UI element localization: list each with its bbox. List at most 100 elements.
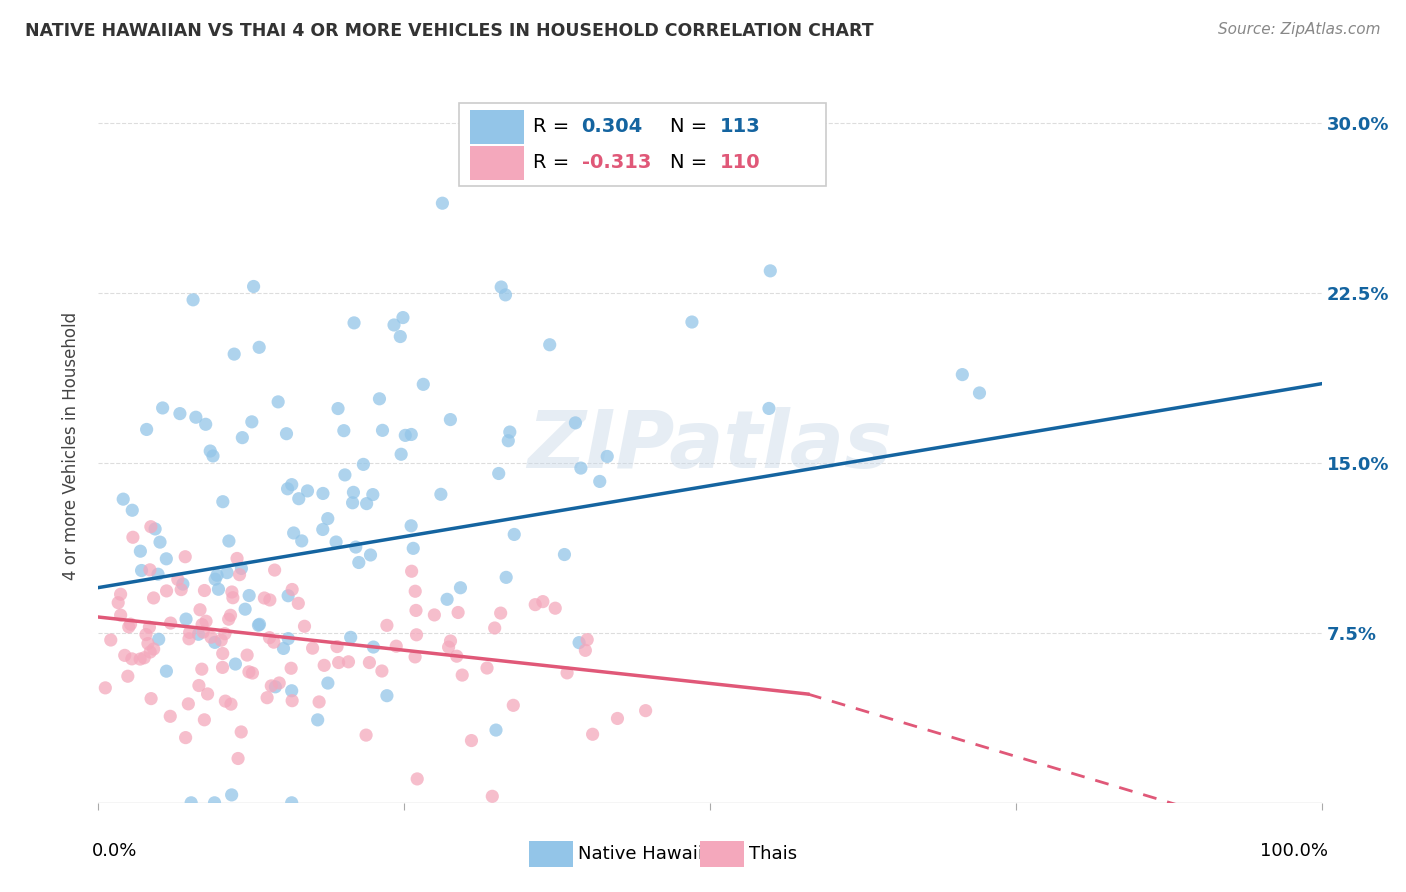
Point [439, 634, 461, 648]
Point [347, 556, 370, 570]
Point [135, 422, 157, 436]
Point [436, 592, 458, 607]
Point [596, 450, 619, 464]
Point [94, 681, 117, 695]
Point [337, 655, 360, 669]
Point [174, 549, 197, 564]
Point [344, 540, 367, 554]
Point [969, 386, 991, 401]
Point [502, 698, 524, 713]
Point [269, 676, 291, 690]
Point [568, 635, 591, 649]
Text: ZIPatlas: ZIPatlas [527, 407, 893, 485]
Point [283, 525, 305, 540]
Point [139, 691, 162, 706]
Point [294, 619, 316, 633]
Point [247, 618, 270, 632]
FancyBboxPatch shape [470, 110, 524, 145]
Point [204, 796, 226, 810]
Point [170, 582, 193, 597]
Point [231, 561, 253, 575]
Point [326, 640, 349, 654]
Point [174, 731, 197, 745]
Point [214, 694, 236, 708]
Point [280, 683, 302, 698]
Point [155, 664, 177, 678]
Point [489, 280, 512, 294]
Point [553, 548, 575, 562]
Point [242, 279, 264, 293]
Point [759, 264, 782, 278]
Point [307, 713, 329, 727]
Point [152, 401, 174, 415]
Point [260, 679, 283, 693]
Point [259, 631, 281, 645]
Point [325, 535, 347, 549]
Point [312, 486, 335, 500]
Point [276, 426, 298, 441]
Point [544, 601, 567, 615]
Point [576, 632, 599, 647]
Point [333, 467, 356, 482]
Point [280, 796, 302, 810]
Point [484, 621, 506, 635]
Point [342, 485, 364, 500]
Point [159, 709, 181, 723]
Point [129, 652, 152, 666]
Point [449, 581, 471, 595]
Point [247, 340, 270, 354]
Point [412, 377, 434, 392]
Point [277, 482, 299, 496]
Point [297, 483, 319, 498]
Point [555, 665, 578, 680]
Point [589, 475, 612, 489]
Point [131, 564, 153, 578]
Point [312, 523, 335, 537]
Point [259, 593, 281, 607]
Point [188, 603, 211, 617]
Point [371, 423, 394, 437]
Text: Source: ZipAtlas.com: Source: ZipAtlas.com [1218, 22, 1381, 37]
Point [233, 602, 256, 616]
Point [194, 417, 217, 432]
Point [432, 196, 454, 211]
Point [273, 641, 295, 656]
Point [263, 635, 285, 649]
Point [222, 591, 245, 605]
Point [581, 727, 603, 741]
Point [498, 434, 520, 448]
Point [187, 627, 209, 641]
Point [205, 568, 228, 582]
Point [224, 657, 246, 671]
Point [634, 704, 657, 718]
Text: NATIVE HAWAIIAN VS THAI 4 OR MORE VEHICLES IN HOUSEHOLD CORRELATION CHART: NATIVE HAWAIIAN VS THAI 4 OR MORE VEHICL… [25, 22, 875, 40]
Point [139, 563, 162, 577]
Point [201, 449, 224, 463]
Point [280, 661, 302, 675]
Point [495, 288, 517, 302]
Point [191, 617, 214, 632]
Point [281, 694, 304, 708]
Point [219, 697, 242, 711]
Point [122, 530, 145, 544]
Y-axis label: 4 or more Vehicles in Household: 4 or more Vehicles in Household [62, 312, 80, 580]
Point [114, 648, 136, 663]
Point [204, 572, 226, 586]
Point [197, 687, 219, 701]
Point [226, 551, 249, 566]
Point [356, 497, 378, 511]
Point [231, 725, 253, 739]
Point [475, 661, 498, 675]
FancyBboxPatch shape [470, 146, 524, 180]
Point [263, 563, 285, 577]
Point [291, 533, 314, 548]
Point [200, 630, 222, 644]
Point [177, 697, 200, 711]
Point [423, 607, 446, 622]
Point [385, 639, 408, 653]
Point [240, 415, 263, 429]
Point [359, 656, 381, 670]
Point [495, 570, 517, 584]
Point [238, 589, 260, 603]
Point [267, 395, 290, 409]
